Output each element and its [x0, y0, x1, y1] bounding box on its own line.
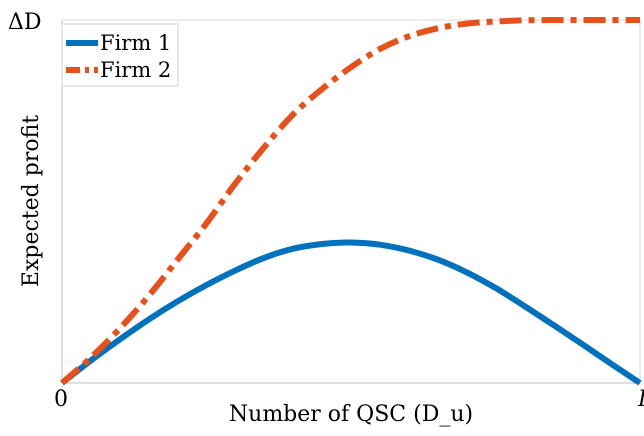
legend-label-firm-1: Firm 1 — [100, 31, 171, 55]
x-tick-label-end: D — [637, 387, 644, 412]
x-tick-label-start: 0 — [54, 387, 68, 412]
legend: Firm 1 Firm 2 — [61, 23, 179, 87]
y-axis-label: Expected profit — [19, 115, 44, 287]
legend-label-firm-2: Firm 2 — [100, 58, 171, 82]
legend-box — [61, 23, 179, 87]
series-line-firm-1 — [60, 239, 642, 386]
y-tick-label: ΔD — [8, 10, 42, 35]
x-axis-label: Number of QSC (D_u) — [229, 402, 473, 427]
series-layer — [60, 16, 642, 386]
series-line-firm-2 — [60, 16, 640, 386]
